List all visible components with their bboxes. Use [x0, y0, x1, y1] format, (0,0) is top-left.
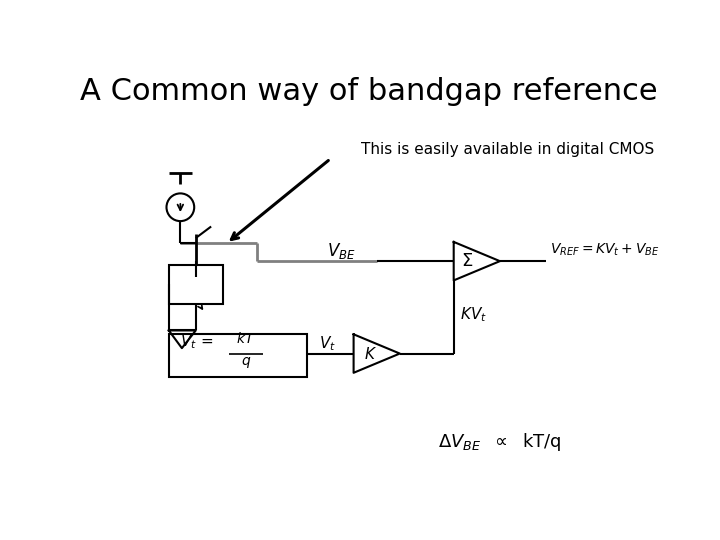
Text: This is easily available in digital CMOS: This is easily available in digital CMOS [361, 142, 654, 157]
Bar [168, 334, 307, 377]
Text: $V_t\,=$: $V_t\,=$ [180, 333, 214, 352]
Text: $K$: $K$ [364, 346, 377, 362]
Text: $\Delta V_{BE}$  $\propto$  kT/q: $\Delta V_{BE}$ $\propto$ kT/q [438, 431, 562, 453]
Polygon shape [354, 334, 400, 373]
Text: $KV_t$: $KV_t$ [460, 306, 487, 325]
Polygon shape [454, 242, 500, 280]
Text: $\Sigma$: $\Sigma$ [462, 252, 474, 270]
Text: $q$: $q$ [240, 355, 251, 370]
Text: A Common way of bandgap reference: A Common way of bandgap reference [80, 77, 658, 106]
Text: $V_t$: $V_t$ [319, 334, 336, 353]
Text: $V_{BE}$: $V_{BE}$ [327, 241, 356, 261]
Text: $V_{REF} = KV_t + V_{BE}$: $V_{REF} = KV_t + V_{BE}$ [550, 241, 660, 258]
Bar [168, 265, 222, 303]
Text: $kT$: $kT$ [236, 330, 256, 346]
